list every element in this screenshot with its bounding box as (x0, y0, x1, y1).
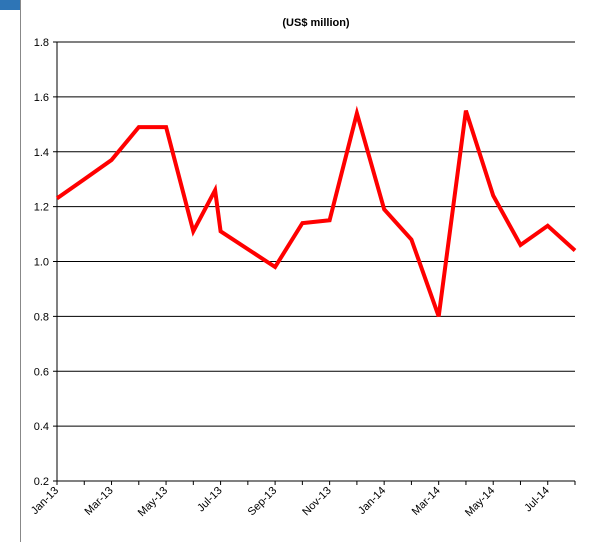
corner-accent-bar (0, 0, 20, 10)
x-tick-labels: Jan-13 Mar-13 May-13 Jul-13 Sep-13 Nov-13 Jan-… (29, 485, 552, 519)
x-tick-label: Nov-13 (300, 485, 334, 519)
y-tick-label: 0.4 (34, 421, 49, 433)
series-layer (55, 105, 577, 318)
line-chart: (US$ million) 0.2 0.4 0.6 0.8 1.0 1.2 1.4 1.6 1.… (29, 17, 577, 519)
y-tick-label: 0.8 (34, 311, 49, 323)
y-tick-label: 1.0 (34, 257, 49, 269)
x-tick-label: Jul-13 (195, 485, 225, 515)
y-tick-label: 1.2 (34, 202, 49, 214)
x-tick-label: Jan-14 (356, 485, 388, 517)
gridlines (53, 41, 575, 482)
x-tick-label: Sep-13 (246, 485, 280, 519)
y-tick-label: 0.6 (34, 366, 49, 378)
x-tick-label: Jan-13 (29, 485, 61, 517)
x-tick-label: Mar-14 (410, 485, 443, 518)
y-tick-label: 0.2 (34, 476, 49, 488)
chart-title: (US$ million) (282, 17, 350, 29)
y-tick-labels: 0.2 0.4 0.6 0.8 1.0 1.2 1.4 1.6 1.8 (34, 37, 49, 488)
x-tick-label: May-13 (136, 485, 170, 519)
y-tick-label: 1.4 (34, 147, 49, 159)
x-tick-label: May-14 (463, 485, 497, 519)
x-tick-label: Jul-14 (522, 485, 552, 515)
y-tick-label: 1.8 (34, 37, 49, 49)
y-tick-label: 1.6 (34, 92, 49, 104)
chart-frame: (US$ million) 0.2 0.4 0.6 0.8 1.0 1.2 1.4 1.6 1.… (20, 0, 610, 542)
series-line (55, 105, 577, 318)
x-tick-label: Mar-13 (83, 485, 116, 518)
axes (56, 42, 576, 485)
